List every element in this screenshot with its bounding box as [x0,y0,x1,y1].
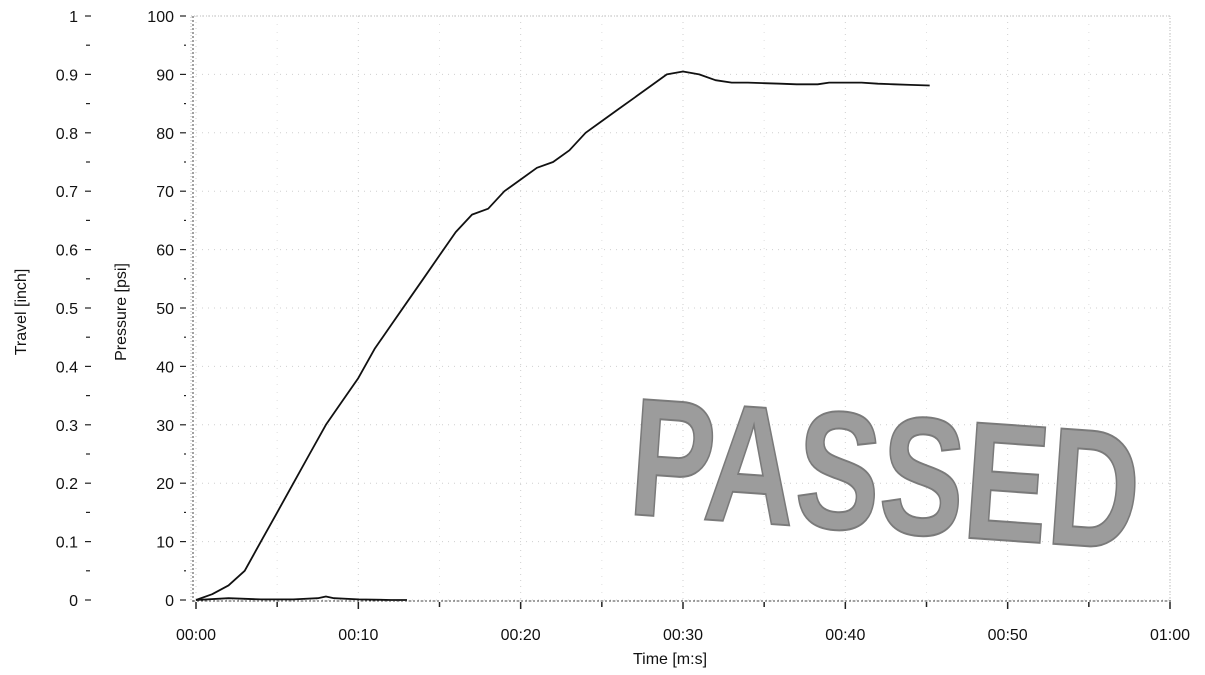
x-tick-label: 00:30 [663,627,703,644]
plot-area-frame [190,15,1171,602]
travel-tick-label: 0.3 [56,418,78,435]
travel-axis-title: Travel [inch] [13,269,30,356]
pressure-axis-title: Pressure [psi] [113,263,130,361]
axes: 0 10 20 30 40 50 60 70 80 90 100 0 0.1 0.2 0.3 0.4 0.5 0.… [56,9,1190,644]
pressure-tick-label: 0 [165,593,174,610]
travel-tick-label: 0.8 [56,126,78,143]
pressure-tick-label: 80 [156,126,174,143]
pressure-tick-label: 30 [156,418,174,435]
pressure-tick-label: 40 [156,359,174,376]
x-tick-label: 00:00 [176,627,216,644]
x-tick-label: 01:00 [1150,627,1190,644]
travel-tick-label: 0.4 [56,359,78,376]
x-axis-title: Time [m:s] [633,651,707,668]
travel-series-line [195,595,407,601]
pressure-tick-label: 20 [156,476,174,493]
grid [195,15,1171,601]
pressure-tick-label: 70 [156,184,174,201]
travel-tick-label: 0.7 [56,184,78,201]
pressure-tick-label: 90 [156,67,174,84]
pressure-series-line [195,70,930,601]
x-tick-label: 00:20 [501,627,541,644]
travel-tick-label: 0.1 [56,535,78,552]
pressure-tick-label: 60 [156,243,174,260]
x-tick-label: 00:40 [825,627,865,644]
passed-stamp-text: PASSED [624,362,1146,585]
travel-tick-label: 0.5 [56,301,78,318]
travel-tick-label: 0.2 [56,476,78,493]
x-tick-label: 00:10 [338,627,378,644]
marks [195,70,930,601]
pressure-tick-label: 100 [147,9,174,26]
pressure-tick-label: 50 [156,301,174,318]
passed-stamp: PASSED [623,361,1147,586]
travel-tick-label: 0.6 [56,243,78,260]
pressure-tick-label: 10 [156,535,174,552]
x-tick-label: 00:50 [988,627,1028,644]
travel-tick-label: 0.9 [56,67,78,84]
travel-tick-label: 0 [69,593,78,610]
travel-tick-label: 1 [69,9,78,26]
